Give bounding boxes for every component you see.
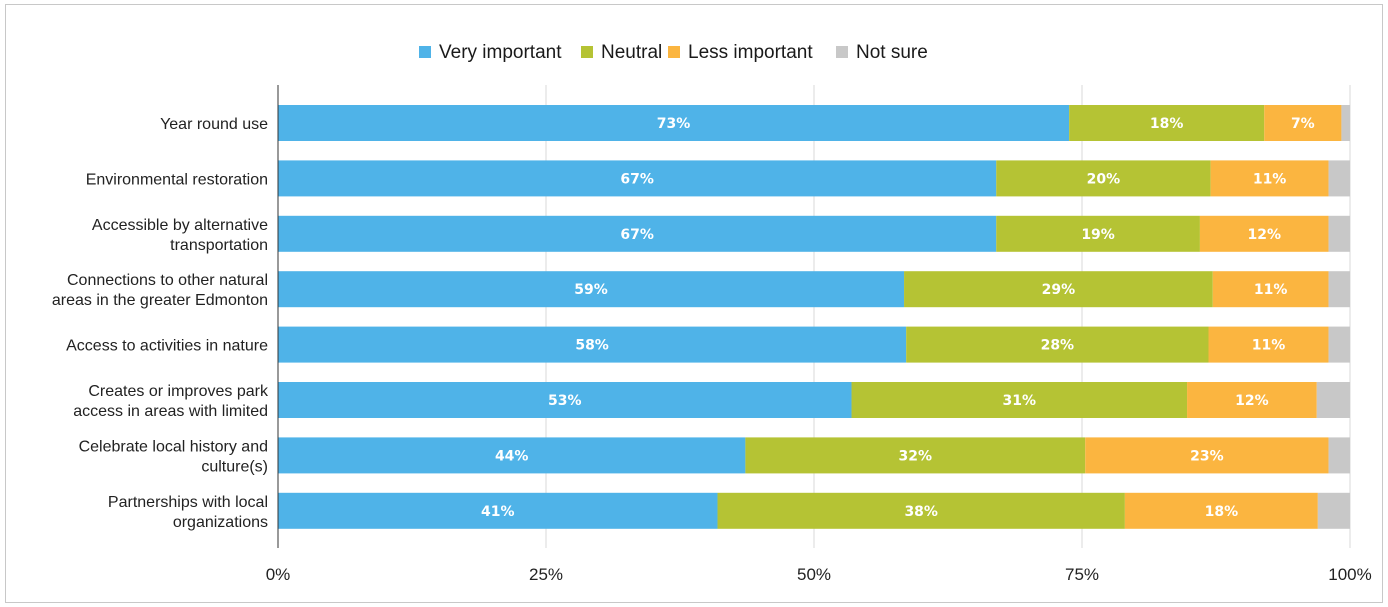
data-label: 67% — [620, 171, 654, 187]
legend-label: Not sure — [856, 42, 928, 63]
category-label: transportation — [170, 237, 268, 254]
bar-segment-very-important — [278, 382, 852, 418]
bar-segment-less-important — [1187, 382, 1317, 418]
data-label: 7% — [1291, 116, 1315, 132]
bar-segment-very-important — [278, 326, 907, 363]
x-tick-label: 25% — [529, 565, 563, 584]
category-label: organizations — [173, 514, 268, 531]
data-label: 73% — [657, 116, 691, 132]
data-label: 58% — [575, 338, 609, 354]
bar-segment-neutral — [851, 382, 1188, 418]
category-label: Creates or improves park — [88, 383, 269, 400]
bar-segment-very-important — [278, 160, 997, 197]
bar-segment-not-sure — [1328, 271, 1350, 308]
data-label: 19% — [1081, 227, 1115, 243]
data-label: 11% — [1254, 282, 1288, 298]
bar-segment-not-sure — [1317, 492, 1350, 529]
bar-segment-less-important — [1264, 105, 1342, 141]
bar-segment-not-sure — [1328, 437, 1350, 474]
x-tick-label: 50% — [797, 565, 831, 584]
bar-segment-neutral — [996, 160, 1211, 197]
data-label: 12% — [1235, 393, 1269, 409]
grid-layer — [545, 85, 1351, 548]
x-tick-label: 75% — [1065, 565, 1099, 584]
bar-segment-very-important — [278, 271, 905, 308]
legend-label: Less important — [688, 42, 813, 63]
category-label: Environmental restoration — [86, 171, 268, 188]
data-label: 44% — [495, 448, 529, 464]
bar-layer: 73% 18% 7% 67% 20% 11% 67% 19% 12% 59% 29% 11% 58% 28… — [278, 105, 1350, 529]
data-label: 29% — [1042, 282, 1076, 298]
legend-swatch — [836, 46, 848, 58]
data-label: 20% — [1087, 171, 1121, 187]
bar-segment-less-important — [1208, 326, 1329, 363]
bar-segment-less-important — [1124, 492, 1318, 529]
legend-swatch — [419, 46, 431, 58]
data-label: 28% — [1041, 338, 1075, 354]
bar-segment-very-important — [278, 437, 746, 474]
x-tick-label: 0% — [266, 565, 291, 584]
category-label: access in areas with limited — [73, 403, 268, 420]
bar-segment-neutral — [745, 437, 1086, 474]
legend-label: Neutral — [601, 42, 662, 63]
data-label: 31% — [1003, 393, 1037, 409]
bar-segment-not-sure — [1328, 160, 1350, 197]
legend: Very important Neutral Less important Not s… — [419, 42, 928, 63]
bar-segment-less-important — [1210, 160, 1329, 197]
data-label: 67% — [620, 227, 654, 243]
category-label: Access to activities in nature — [66, 338, 268, 355]
x-tick-label: 100% — [1328, 565, 1371, 584]
data-label: 32% — [899, 448, 933, 464]
data-label: 12% — [1247, 227, 1281, 243]
bar-segment-less-important — [1199, 215, 1329, 252]
bar-segment-not-sure — [1341, 105, 1350, 141]
bar-segment-very-important — [278, 492, 718, 529]
category-label: Partnerships with local — [108, 494, 268, 511]
data-label: 38% — [904, 504, 938, 520]
legend-swatch — [581, 46, 593, 58]
category-label: Celebrate local history and — [79, 438, 268, 455]
bar-segment-very-important — [278, 215, 997, 252]
bar-segment-not-sure — [1328, 326, 1350, 363]
data-label: 11% — [1253, 171, 1287, 187]
data-label: 23% — [1190, 448, 1224, 464]
bar-segment-not-sure — [1316, 382, 1350, 418]
bar-segment-neutral — [906, 326, 1209, 363]
data-label: 41% — [481, 504, 515, 520]
category-label: Connections to other natural — [67, 272, 268, 289]
legend-label: Very important — [439, 42, 562, 63]
bar-segment-neutral — [1069, 105, 1265, 141]
bar-segment-neutral — [904, 271, 1213, 308]
category-label: Accessible by alternative — [92, 217, 268, 234]
data-label: 11% — [1252, 338, 1286, 354]
data-label: 53% — [548, 393, 582, 409]
data-label: 18% — [1205, 504, 1239, 520]
category-label: areas in the greater Edmonton — [52, 292, 268, 309]
bar-segment-neutral — [717, 492, 1125, 529]
bar-segment-very-important — [278, 105, 1070, 141]
category-label: Year round use — [160, 116, 268, 133]
bar-segment-less-important — [1085, 437, 1329, 474]
category-label: culture(s) — [201, 458, 268, 475]
bar-segment-neutral — [996, 215, 1200, 252]
data-label: 59% — [574, 282, 608, 298]
axis-layer: 0% 25% 50% 75% 100% Year round use Environment… — [52, 85, 1372, 584]
legend-swatch — [668, 46, 680, 58]
bar-segment-less-important — [1212, 271, 1329, 308]
data-label: 18% — [1150, 116, 1184, 132]
bar-segment-not-sure — [1328, 215, 1350, 252]
